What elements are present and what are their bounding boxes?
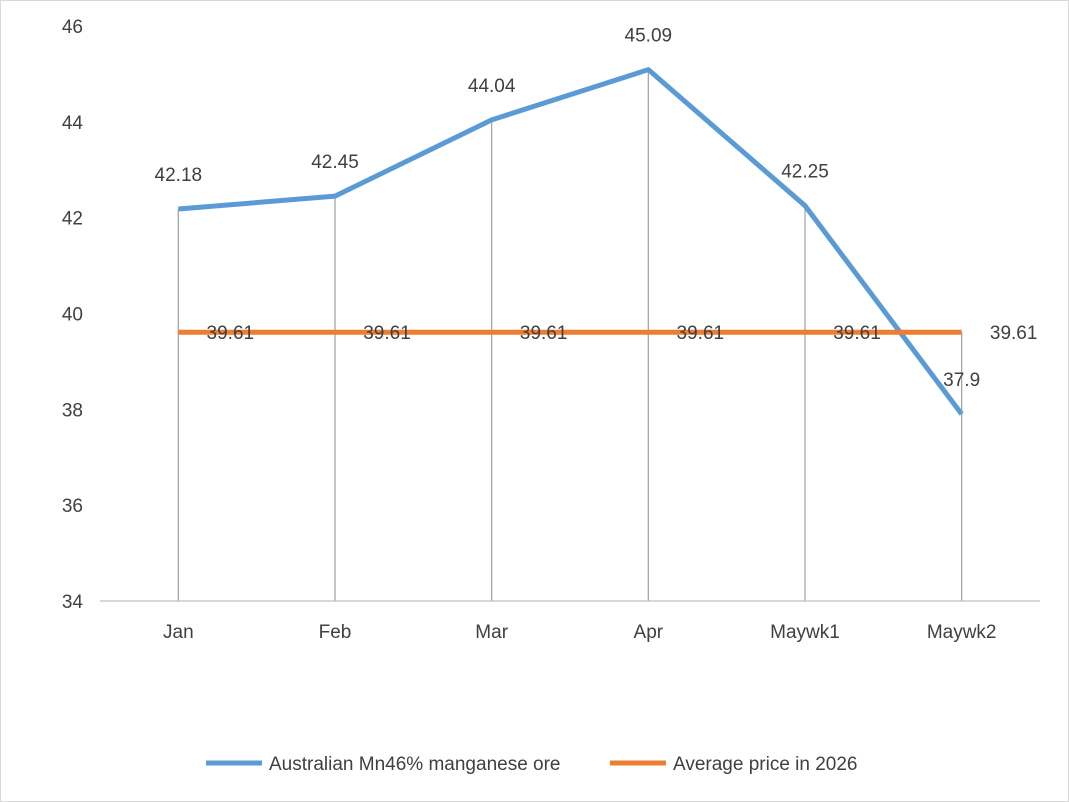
data-label: 39.61 — [833, 323, 881, 344]
y-tick-label: 44 — [62, 113, 84, 134]
legend-label-1: Australian Mn46% manganese ore — [269, 754, 561, 775]
series-line-1 — [178, 67, 964, 416]
data-label: 45.09 — [625, 26, 673, 47]
y-tick-label: 38 — [62, 400, 83, 421]
y-tick-label: 42 — [62, 209, 83, 230]
x-tick-label: Feb — [319, 622, 352, 643]
legend: Australian Mn46% manganese ore Average pr… — [206, 754, 858, 775]
data-label: 39.61 — [363, 323, 411, 344]
data-label: 42.25 — [781, 162, 829, 183]
legend-label-2: Average price in 2026 — [673, 754, 858, 775]
data-label: 39.61 — [520, 323, 568, 344]
y-tick-label: 36 — [62, 496, 83, 517]
data-label: 37.9 — [943, 370, 980, 391]
x-tick-label: Jan — [163, 622, 194, 643]
y-axis-ticks: 34 36 38 40 42 44 46 — [62, 17, 84, 613]
x-tick-label: Maywk2 — [927, 622, 997, 643]
data-label: 39.61 — [677, 323, 725, 344]
y-tick-label: 46 — [62, 17, 83, 38]
x-tick-label: Apr — [634, 622, 664, 643]
series-lines — [178, 67, 964, 416]
x-tick-label: Maywk1 — [770, 622, 840, 643]
data-labels: 42.18 42.45 44.04 45.09 42.25 37.9 39.61 39.61 3… — [155, 26, 1038, 392]
y-tick-label: 40 — [62, 305, 83, 326]
data-label: 39.61 — [207, 323, 255, 344]
x-axis-ticks: Jan Feb Mar Apr Maywk1 Maywk2 — [163, 622, 996, 643]
drop-lines — [177, 69, 963, 601]
x-tick-label: Mar — [475, 622, 508, 643]
data-label: 42.45 — [311, 152, 359, 173]
data-label: 42.18 — [155, 165, 203, 186]
y-tick-label: 34 — [62, 592, 84, 613]
data-label: 39.61 — [990, 323, 1038, 344]
data-label: 44.04 — [468, 76, 516, 97]
